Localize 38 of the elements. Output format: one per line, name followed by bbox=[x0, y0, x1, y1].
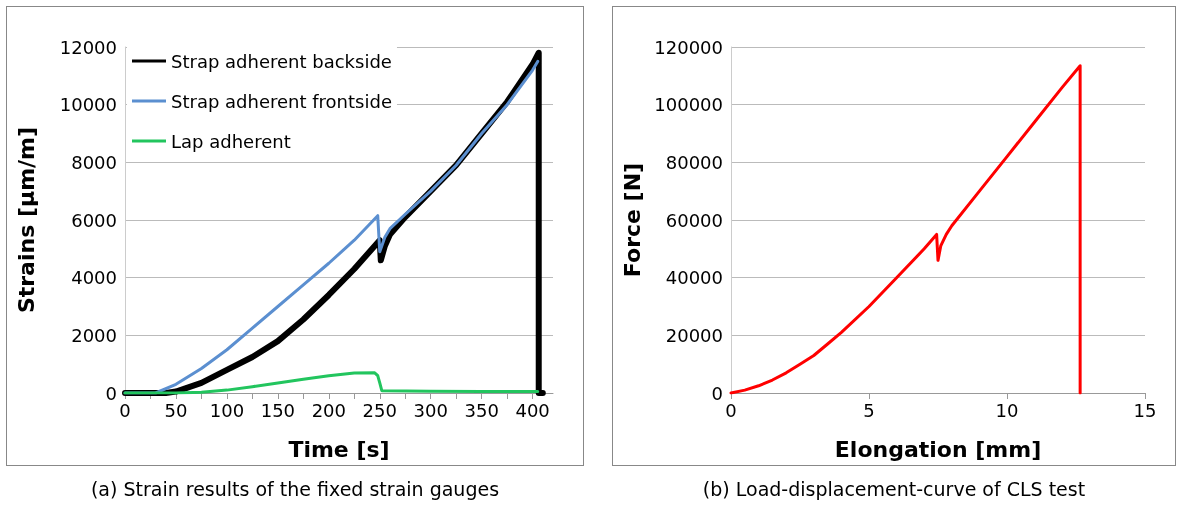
x-tick-label: 0 bbox=[725, 399, 737, 421]
y-tick-label: 100000 bbox=[654, 94, 723, 116]
x-axis-title: Time [s] bbox=[288, 436, 390, 462]
x-tick-label: 400 bbox=[515, 399, 550, 421]
y-tick-label: 2000 bbox=[71, 324, 117, 346]
text: (b) Load-displacement-curve of CLS test bbox=[701, 478, 1087, 500]
y-axis-title: Strains [µm/m] bbox=[13, 126, 39, 314]
y-tick-label: 120000 bbox=[654, 36, 723, 58]
y-tick-label: 12000 bbox=[59, 36, 117, 58]
y-tick-label: 0 bbox=[711, 382, 723, 404]
x-tick-label: 250 bbox=[362, 399, 397, 421]
y-tick-label: 6000 bbox=[71, 209, 117, 231]
y-tick-label: 60000 bbox=[665, 209, 723, 231]
legend-label: Strap adherent frontside bbox=[171, 90, 392, 112]
x-tick-label: 15 bbox=[1133, 399, 1157, 421]
legend-label: Strap adherent backside bbox=[171, 50, 392, 72]
y-tick-label: 0 bbox=[105, 382, 117, 404]
x-tick-label: 50 bbox=[164, 399, 188, 421]
x-tick-label: 0 bbox=[119, 399, 131, 421]
x-tick-label: 5 bbox=[863, 399, 875, 421]
legend-label: Lap adherent bbox=[171, 130, 291, 152]
x-tick-label: 200 bbox=[311, 399, 346, 421]
x-tick-label: 150 bbox=[260, 399, 296, 421]
x-tick-label: 300 bbox=[413, 399, 448, 421]
y-tick-label: 10000 bbox=[59, 94, 117, 116]
y-tick-label: 20000 bbox=[665, 324, 723, 346]
y-axis-title: Force [N] bbox=[619, 162, 645, 278]
y-tick-label: 40000 bbox=[665, 267, 723, 289]
y-tick-label: 8000 bbox=[71, 151, 117, 173]
line-series bbox=[123, 371, 540, 395]
x-tick-label: 350 bbox=[464, 399, 499, 421]
x-axis-title: Elongation [mm] bbox=[834, 436, 1042, 462]
x-tick-label: 10 bbox=[995, 399, 1019, 421]
x-tick-label: 100 bbox=[209, 399, 245, 421]
y-tick-label: 4000 bbox=[71, 267, 117, 289]
line-series bbox=[729, 64, 1082, 395]
y-tick-label: 80000 bbox=[665, 151, 723, 173]
text: (a) Strain results of the fixed strain gauges bbox=[89, 478, 501, 500]
